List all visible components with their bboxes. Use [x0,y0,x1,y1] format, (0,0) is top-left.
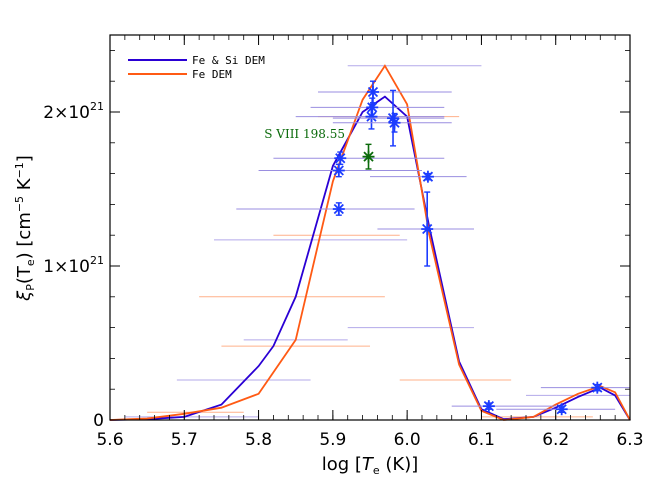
asterisk-stroke [333,165,344,176]
data-point-asterisk [482,400,495,413]
y-axis-title: ξP(Te) [cm−5 K−1] [13,155,37,302]
x-tick-label: 5.7 [171,430,198,450]
asterisk-stroke [335,153,346,164]
y-tick-label: 2×1021 [43,100,104,123]
x-tick-label: 6.2 [542,430,569,450]
x-tick-label: 5.6 [96,430,123,450]
x-tick-label: 6.3 [616,430,643,450]
data-point-asterisk [421,223,434,236]
x-tick-label: 5.8 [245,430,272,450]
legend-label: Fe & Si DEM [192,54,265,67]
asterisk-stroke [363,151,374,162]
data-point-asterisk [362,150,375,163]
x-tick-label: 5.9 [319,430,346,450]
data-point-asterisk [388,116,401,129]
asterisk-stroke [389,117,400,128]
x-tick-label: 6.1 [468,430,495,450]
asterisk-stroke [556,404,567,415]
data-point-asterisk [332,164,345,177]
plot-frame [109,34,631,421]
axis-ticks-layer: 5.6 5.7 5.8 5.9 6.0 6.1 6.2 6.3 0 1×1021 2×1021 [43,35,644,450]
x-axis-title: log [Te (K)] [322,454,419,477]
asterisk-stroke [483,401,494,412]
y-tick-label: 1×1021 [43,254,104,277]
annotation-s-viii: S VIII 198.55 [264,127,345,141]
legend-label: Fe DEM [192,68,232,81]
series-line-fe-dem [109,64,631,421]
data-point-asterisk [591,381,604,394]
data-points-layer [236,80,630,416]
data-point-asterisk [555,403,568,416]
asterisk-stroke [422,223,433,235]
data-point-asterisk [332,203,345,216]
asterisk-stroke [367,102,378,113]
asterisk-stroke [387,113,399,124]
asterisk-stroke [333,203,344,215]
asterisk-stroke [592,382,603,393]
data-point-asterisk [421,170,434,183]
data-point-asterisk [366,85,379,98]
y-tick-label: 0 [93,411,104,431]
asterisk-stroke [422,171,434,182]
x-tick-label: 6.0 [394,430,421,450]
data-point-asterisk [334,152,347,165]
asterisk-stroke [367,86,379,98]
